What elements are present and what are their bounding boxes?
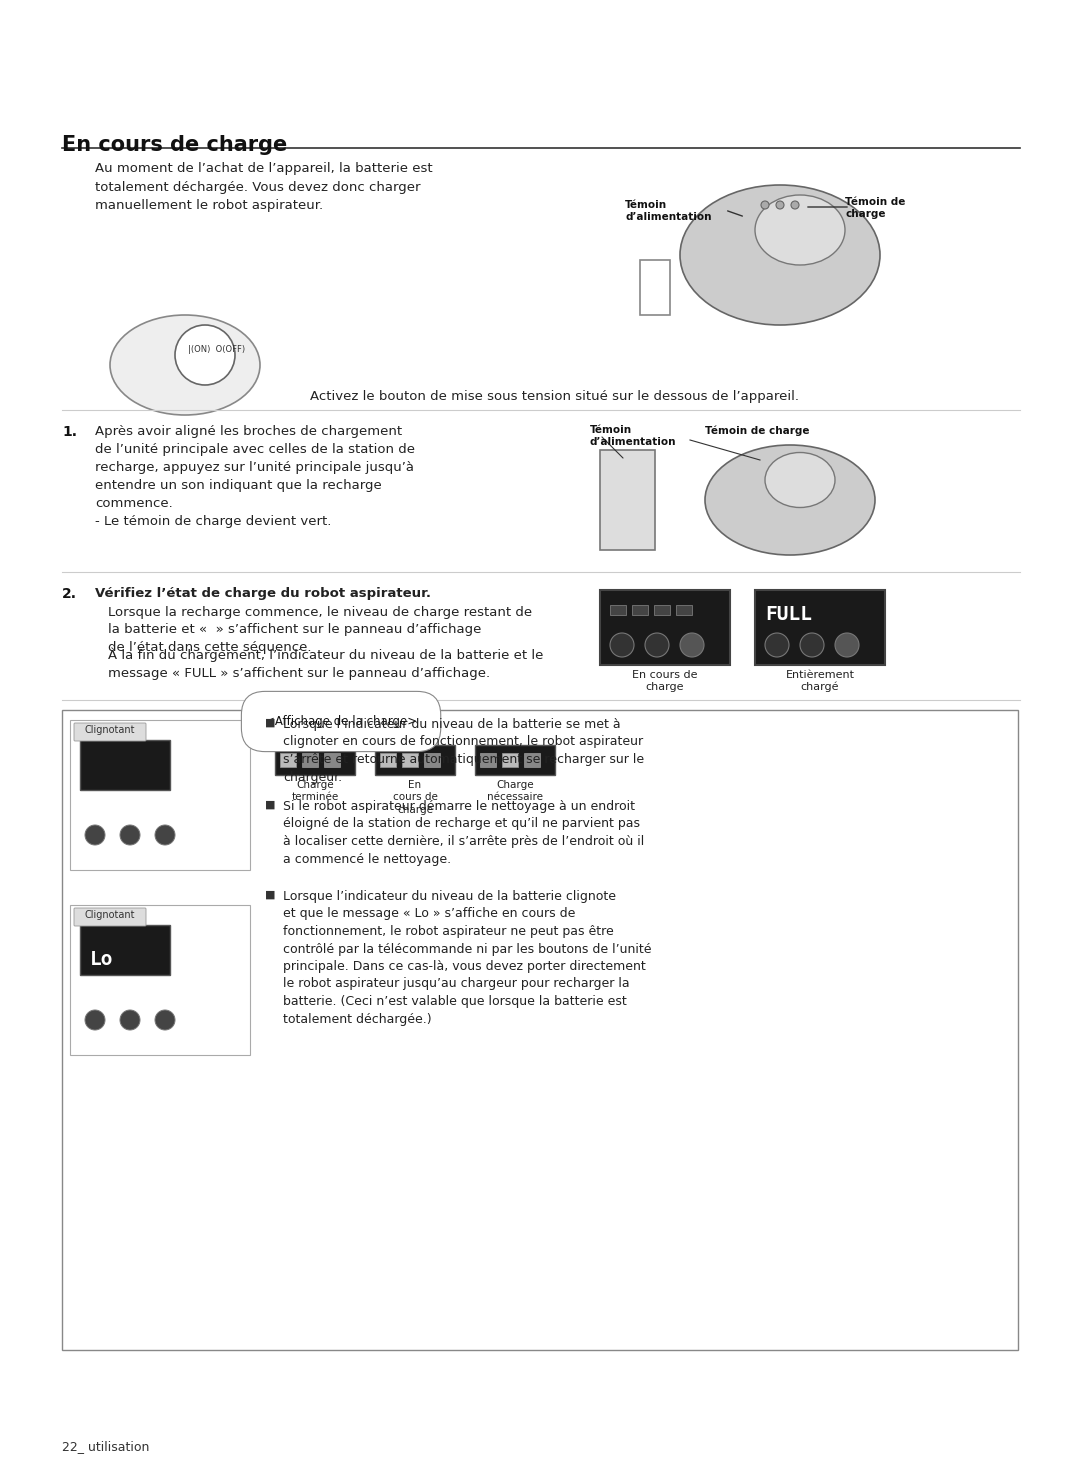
Text: Après avoir aligné les broches de chargement
de l’unité principale avec celles d: Après avoir aligné les broches de charge… bbox=[95, 425, 415, 528]
Text: Témoin
d’alimentation: Témoin d’alimentation bbox=[625, 200, 712, 222]
Bar bbox=[80, 740, 170, 790]
Circle shape bbox=[800, 633, 824, 657]
Bar bbox=[62, 710, 1018, 1350]
Bar bbox=[524, 754, 540, 767]
Circle shape bbox=[156, 824, 175, 845]
Text: Lorsque l’indicateur du niveau de la batterie clignote
et que le message « Lo » : Lorsque l’indicateur du niveau de la bat… bbox=[283, 891, 651, 1026]
Text: Clignotant: Clignotant bbox=[84, 910, 135, 920]
Circle shape bbox=[610, 633, 634, 657]
Text: Lo: Lo bbox=[90, 949, 113, 969]
Bar bbox=[640, 261, 670, 315]
Bar bbox=[502, 754, 518, 767]
Text: Témoin de charge: Témoin de charge bbox=[705, 425, 810, 436]
Bar bbox=[70, 905, 249, 1055]
Circle shape bbox=[761, 202, 769, 209]
Circle shape bbox=[85, 1010, 105, 1030]
Text: ■: ■ bbox=[265, 718, 275, 729]
Bar bbox=[632, 605, 648, 615]
Circle shape bbox=[120, 1010, 140, 1030]
Text: Vérifiez l’état de charge du robot aspirateur.: Vérifiez l’état de charge du robot aspir… bbox=[95, 587, 431, 601]
Circle shape bbox=[777, 202, 784, 209]
Bar bbox=[600, 590, 730, 665]
Bar bbox=[70, 720, 249, 870]
Text: 1.: 1. bbox=[62, 425, 77, 439]
Text: Lorsque l’indicateur du niveau de la batterie se met à
clignoter en cours de fon: Lorsque l’indicateur du niveau de la bat… bbox=[283, 718, 644, 783]
Text: Charge
terminée: Charge terminée bbox=[292, 780, 339, 802]
Text: ■: ■ bbox=[265, 799, 275, 810]
Text: En cours de
charge: En cours de charge bbox=[632, 670, 698, 692]
Bar bbox=[402, 754, 418, 767]
Text: À la fin du chargement, l’indicateur du niveau de la batterie et le
message « FU: À la fin du chargement, l’indicateur du … bbox=[108, 648, 543, 680]
Ellipse shape bbox=[765, 452, 835, 508]
Bar bbox=[654, 605, 670, 615]
Bar bbox=[375, 745, 455, 774]
Circle shape bbox=[175, 325, 235, 386]
Bar bbox=[324, 754, 340, 767]
Text: Témoin
d’alimentation: Témoin d’alimentation bbox=[590, 425, 676, 446]
Bar bbox=[676, 605, 692, 615]
Ellipse shape bbox=[110, 315, 260, 415]
Circle shape bbox=[835, 633, 859, 657]
Circle shape bbox=[85, 824, 105, 845]
Text: FULL: FULL bbox=[765, 605, 812, 624]
FancyBboxPatch shape bbox=[75, 723, 146, 740]
Circle shape bbox=[156, 1010, 175, 1030]
Bar bbox=[600, 450, 654, 551]
Bar bbox=[424, 754, 440, 767]
Text: Témoin de
charge: Témoin de charge bbox=[845, 197, 905, 219]
Ellipse shape bbox=[680, 185, 880, 325]
Text: Entièrement
chargé: Entièrement chargé bbox=[785, 670, 854, 692]
Text: Au moment de l’achat de l’appareil, la batterie est
totalement déchargée. Vous d: Au moment de l’achat de l’appareil, la b… bbox=[95, 162, 433, 212]
Text: 2.: 2. bbox=[62, 587, 77, 601]
Circle shape bbox=[765, 633, 789, 657]
Bar bbox=[480, 754, 496, 767]
Text: Activez le bouton de mise sous tension situé sur le dessous de l’appareil.: Activez le bouton de mise sous tension s… bbox=[310, 390, 799, 403]
Circle shape bbox=[680, 633, 704, 657]
Bar bbox=[475, 745, 555, 774]
Ellipse shape bbox=[755, 194, 845, 265]
FancyBboxPatch shape bbox=[75, 908, 146, 926]
Ellipse shape bbox=[705, 445, 875, 555]
Text: ■: ■ bbox=[265, 891, 275, 899]
Circle shape bbox=[120, 824, 140, 845]
Bar bbox=[610, 605, 626, 615]
Bar bbox=[380, 754, 396, 767]
Text: <Affichage de la charge>: <Affichage de la charge> bbox=[265, 715, 417, 729]
Text: En cours de charge: En cours de charge bbox=[62, 135, 287, 155]
Circle shape bbox=[791, 202, 799, 209]
Text: Lorsque la recharge commence, le niveau de charge restant de
la batterie et «  »: Lorsque la recharge commence, le niveau … bbox=[108, 606, 532, 654]
Text: Clignotant: Clignotant bbox=[84, 726, 135, 735]
Bar bbox=[80, 924, 170, 974]
Text: Charge
nécessaire: Charge nécessaire bbox=[487, 780, 543, 802]
Bar bbox=[275, 745, 355, 774]
Text: En
cours de
charge: En cours de charge bbox=[392, 780, 437, 815]
Bar bbox=[302, 754, 318, 767]
Text: 22_ utilisation: 22_ utilisation bbox=[62, 1440, 149, 1453]
Bar bbox=[755, 590, 885, 665]
Text: Si le robot aspirateur démarre le nettoyage à un endroit
éloigné de la station d: Si le robot aspirateur démarre le nettoy… bbox=[283, 799, 645, 866]
Circle shape bbox=[645, 633, 669, 657]
Bar bbox=[280, 754, 296, 767]
Text: |(ON)  O(OFF): |(ON) O(OFF) bbox=[188, 344, 245, 353]
